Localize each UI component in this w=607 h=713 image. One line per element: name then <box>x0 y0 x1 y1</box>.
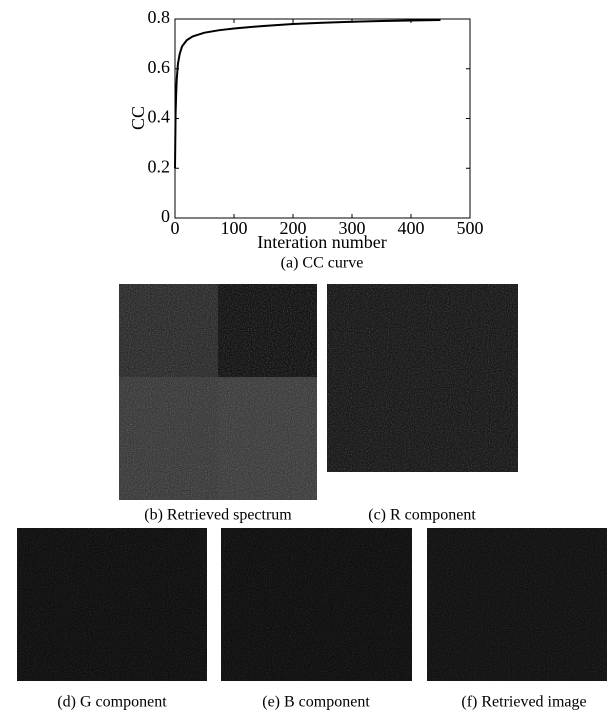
image-retrieved <box>427 528 607 681</box>
image-spectrum <box>119 284 317 500</box>
x-tick-label: 200 <box>280 218 307 238</box>
caption: (d) G component <box>57 694 167 711</box>
image-g <box>17 528 207 681</box>
y-axis-label: CC <box>128 106 148 130</box>
y-tick-label: 0.4 <box>148 107 171 127</box>
x-tick-label: 500 <box>457 218 484 238</box>
image-b <box>221 528 412 681</box>
x-tick-label: 100 <box>221 218 248 238</box>
x-tick-label: 0 <box>171 218 180 238</box>
x-tick-label: 300 <box>339 218 366 238</box>
caption: (e) B component <box>262 694 370 711</box>
image-r <box>327 284 518 472</box>
x-axis-label: Interation number <box>257 232 386 252</box>
caption: (b) Retrieved spectrum <box>144 507 292 524</box>
caption: (f) Retrieved image <box>461 694 586 711</box>
caption: (c) R component <box>368 507 476 524</box>
y-tick-label: 0.2 <box>148 156 171 176</box>
y-tick-label: 0.8 <box>148 7 171 27</box>
y-tick-label: 0 <box>161 206 170 226</box>
y-tick-label: 0.6 <box>148 57 171 77</box>
axes-box <box>174 18 471 219</box>
x-tick-label: 400 <box>398 218 425 238</box>
caption: (a) CC curve <box>281 255 364 272</box>
cc-curve <box>174 18 441 169</box>
